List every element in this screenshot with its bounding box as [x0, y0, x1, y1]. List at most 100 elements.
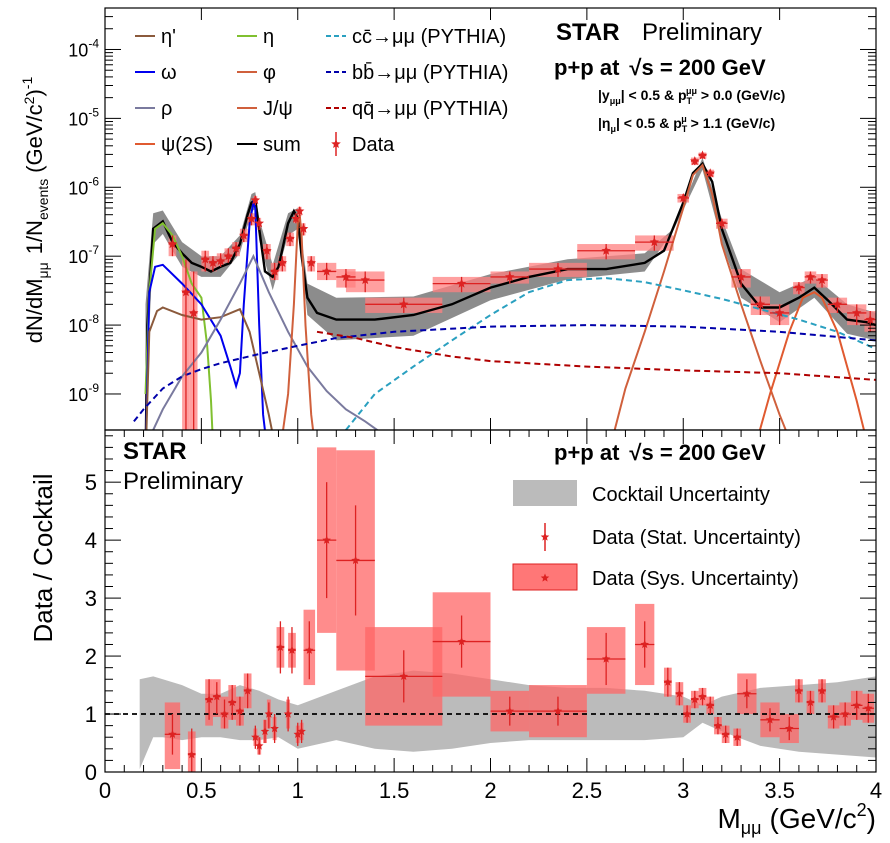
x-tick-label: 0	[99, 778, 111, 803]
data-point	[865, 314, 875, 324]
spectrum-panel: 10-910-810-710-610-510-4 dN/dMμμ1/Nevent…	[19, 7, 877, 431]
ratio-panel: 0 1 2 3 4 5 0 0.5 1 1.5 2 2.5 3 3.5 4 Data / Cocktail…	[28, 429, 882, 838]
y-tick-label: 10-8	[68, 312, 99, 336]
tick-exp: -8	[88, 312, 99, 326]
bottom-y-axis-label: Data / Cocktail	[28, 473, 58, 642]
tick-exp: -6	[88, 174, 99, 188]
x-tick-label: 3.5	[764, 778, 795, 803]
bottom-system-label: p+p at √s = 200 GeV	[554, 440, 766, 465]
ratio-point	[840, 709, 850, 718]
ratio-point	[251, 732, 260, 741]
ratio-point	[322, 535, 331, 544]
ratio-point	[305, 645, 314, 654]
top-y-axis-label: dN/dMμμ1/Nevents(GeV/c2)-1	[19, 77, 51, 344]
ratio-point	[682, 709, 692, 718]
ratio-point	[264, 709, 274, 718]
data-point	[649, 237, 660, 247]
ratio-point	[640, 640, 649, 649]
curve-qq̄→μμ (PYTHIA)	[316, 330, 876, 381]
ratio-data-points	[164, 482, 875, 772]
data-point	[341, 271, 351, 281]
data-point	[817, 275, 827, 285]
data-point	[697, 150, 708, 160]
tick-exp: -4	[88, 36, 99, 50]
ratio-point	[794, 686, 804, 695]
data-point	[321, 266, 332, 276]
x-tick-label: 0.5	[186, 778, 217, 803]
y-tick-label: 10-7	[68, 243, 99, 267]
ratio-y-tick-label: 1	[85, 702, 97, 727]
tick-exp: -7	[88, 243, 99, 257]
ratio-point	[204, 695, 214, 704]
data-point	[805, 271, 816, 281]
top-legend: η' ωρ ψ(2S) ηφ J/ψ sum cc̄→μμ (PYTHIA) bb̄→μμ (…	[135, 26, 508, 156]
data-point	[277, 257, 288, 267]
legend-label: φ	[263, 62, 276, 84]
ratio-point	[254, 741, 264, 750]
top-cut-2: |ημ| < 0.5 & pTμ > 1.1 (GeV/c)	[598, 114, 775, 134]
x-tick-label: 4	[870, 778, 882, 803]
data-point	[285, 233, 295, 243]
data-points-top	[167, 150, 876, 430]
curve-ρ	[152, 253, 379, 430]
curve-η	[144, 221, 214, 430]
sum-uncertainty-band	[145, 157, 876, 415]
ratio-point	[270, 724, 279, 733]
ratio-y-tick-label: 5	[85, 470, 97, 495]
data-point	[306, 257, 316, 267]
data-point	[239, 230, 249, 240]
ratio-point	[713, 721, 723, 730]
ratio-point	[243, 686, 252, 695]
ratio-point	[864, 703, 873, 712]
top-preliminary-label: Preliminary	[642, 19, 762, 46]
legend-sys-star	[540, 573, 550, 582]
ratio-point	[276, 642, 285, 651]
ratio-point	[293, 729, 302, 738]
ratio-point	[227, 697, 237, 707]
ratio-point	[212, 692, 222, 701]
curve-cc̄→μμ (PYTHIA)	[345, 277, 876, 430]
legend-errorbar-star	[540, 532, 550, 541]
bottom-star-label: STAR	[123, 438, 187, 465]
data-point	[832, 299, 843, 309]
tick-base: 10	[68, 178, 88, 198]
legend-label: η'	[161, 26, 176, 48]
ratio-point	[852, 700, 861, 709]
data-point	[553, 264, 563, 274]
legend-label: Data (Stat. Uncertainty)	[592, 527, 801, 549]
data-point	[774, 307, 785, 317]
data-point	[717, 218, 727, 228]
legend-band-swatch	[513, 480, 577, 506]
ratio-point	[663, 677, 673, 686]
legend-label: qq̄→μμ (PYTHIA)	[352, 98, 508, 120]
ratio-point	[235, 706, 245, 715]
ratio-point	[829, 712, 838, 721]
bottom-x-axis-label: Mμμ (GeV/c2)	[717, 800, 876, 838]
legend-label: cc̄→μμ (PYTHIA)	[352, 26, 506, 48]
legend-label: bb̄→μμ (PYTHIA)	[352, 61, 508, 84]
tick-base: 10	[68, 316, 88, 336]
ratio-point	[297, 726, 306, 736]
tick-exp: -9	[88, 381, 99, 395]
x-tick-label: 2.5	[572, 778, 603, 803]
ratio-point	[721, 729, 730, 738]
bottom-y-ticks: 0 1 2 3 4 5	[85, 435, 876, 785]
data-point	[223, 251, 234, 261]
data-point	[794, 282, 804, 292]
curve-J/ψ	[613, 163, 787, 430]
data-point	[690, 156, 700, 166]
y-tick-label: 10-9	[68, 381, 99, 405]
y-tick-label: 10-4	[68, 36, 99, 60]
legend-label: Cocktail Uncertainty	[592, 484, 770, 506]
data-point	[399, 299, 409, 309]
legend-label: ψ(2S)	[161, 134, 213, 156]
tick-exp: -5	[88, 105, 99, 119]
ratio-point	[698, 692, 707, 701]
ratio-point	[287, 645, 297, 654]
ratio-y-tick-label: 3	[85, 586, 97, 611]
ratio-point	[168, 729, 177, 738]
y-tick-label: 10-6	[68, 174, 99, 198]
curve-ω	[145, 198, 266, 430]
data-point	[456, 278, 467, 288]
x-tick-label: 1.5	[379, 778, 410, 803]
